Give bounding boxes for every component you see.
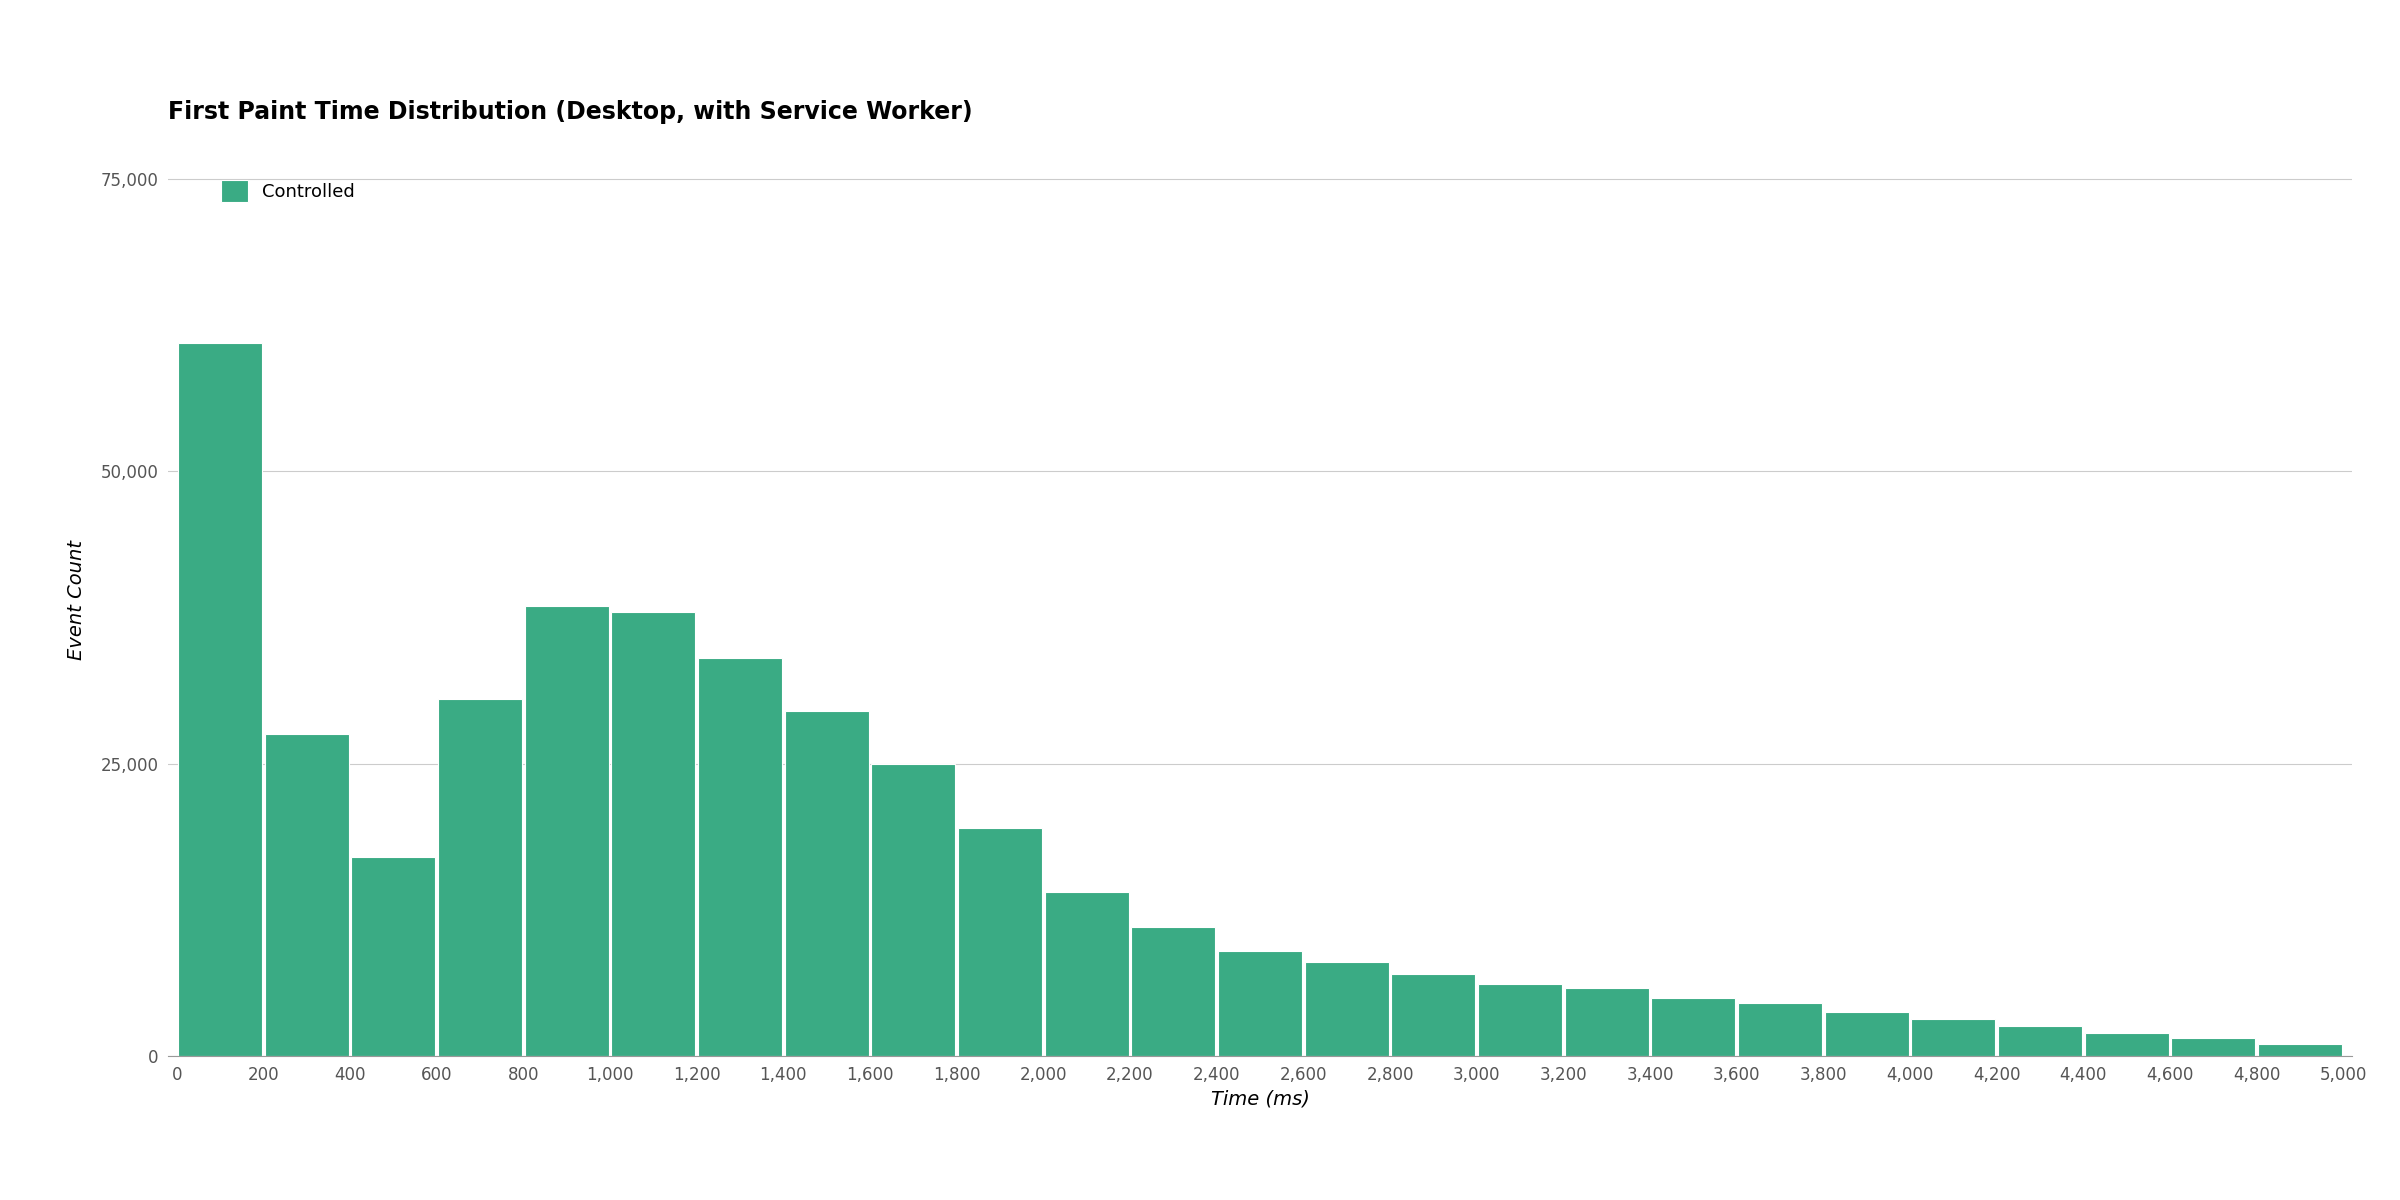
Bar [1478,984,1562,1056]
Bar [1738,1003,1822,1056]
Bar [1217,950,1303,1056]
Bar [1651,997,1735,1056]
Bar [2172,1038,2256,1056]
Bar [526,606,610,1056]
Bar [350,857,434,1056]
Legend: Controlled: Controlled [221,180,355,203]
Bar [1392,974,1476,1056]
Bar [1044,893,1128,1056]
Bar [1824,1012,1908,1056]
Bar [612,612,696,1056]
Bar [1565,988,1649,1056]
Y-axis label: Event Count: Event Count [67,540,86,660]
Bar [1306,962,1390,1056]
Bar [1997,1026,2083,1056]
Bar [785,712,869,1056]
X-axis label: Time (ms): Time (ms) [1210,1090,1310,1109]
Bar [2086,1033,2170,1056]
Bar [2258,1044,2342,1056]
Bar [698,659,782,1056]
Text: First Paint Time Distribution (Desktop, with Service Worker): First Paint Time Distribution (Desktop, … [168,100,972,124]
Bar [1910,1019,1994,1056]
Bar [437,700,523,1056]
Bar [178,343,262,1056]
Bar [871,763,955,1056]
Bar [958,828,1042,1056]
Bar [264,734,348,1056]
Bar [1130,928,1214,1056]
